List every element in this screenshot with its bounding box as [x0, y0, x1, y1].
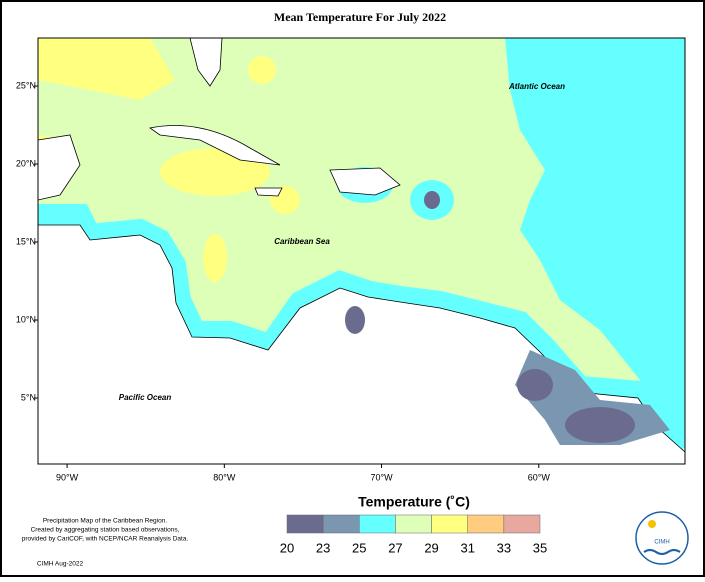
legend-tick-label: 25 — [352, 540, 366, 555]
legend-swatch — [322, 514, 360, 534]
warm-atlantic — [555, 237, 665, 293]
hot-patch — [38, 38, 175, 100]
logo — [635, 511, 689, 565]
legend-swatch — [395, 514, 432, 534]
x-tick-label: 90°W — [56, 472, 79, 482]
footer-credit: CIMH Aug-2022 — [37, 561, 84, 568]
legend-tick-label: 33 — [497, 540, 511, 555]
x-tick-label: 80°W — [213, 472, 236, 482]
ocean-label: Atlantic Ocean — [508, 82, 565, 91]
cold-patch — [565, 407, 635, 443]
land — [38, 134, 81, 201]
x-tick-label: 70°W — [370, 472, 393, 482]
legend-swatch — [503, 514, 541, 534]
hot-patch — [203, 234, 227, 282]
logo-text: CIMH — [654, 540, 669, 546]
legend-swatch — [359, 514, 396, 534]
legend-swatch — [286, 514, 324, 534]
legend-tick-label: 31 — [460, 540, 474, 555]
land — [149, 125, 281, 166]
cold-patch — [517, 369, 553, 401]
legend-tick-label: 29 — [424, 540, 438, 555]
map-title: Mean Temperature For July 2022 — [274, 10, 446, 24]
logo-sun — [648, 520, 656, 528]
hot-patch — [248, 56, 276, 84]
legend-swatch — [467, 514, 505, 534]
footer: Precipitation Map of the Caribbean Regio… — [22, 518, 189, 568]
map-area — [38, 38, 685, 464]
x-tick-label: 60°W — [528, 472, 551, 482]
legend-tick-label: 27 — [388, 540, 402, 555]
y-tick-label: 10°N — [16, 314, 36, 324]
footer-line: Precipitation Map of the Caribbean Regio… — [43, 518, 167, 525]
land — [329, 167, 401, 196]
y-tick-label: 20°N — [16, 158, 36, 168]
cold-patch — [345, 306, 365, 334]
footer-line: Created by aggregating station based obs… — [31, 527, 180, 534]
cold-patch — [424, 191, 440, 209]
legend-tick-label: 35 — [533, 540, 547, 555]
legend-tick-label: 20 — [280, 540, 294, 555]
map-frame — [37, 37, 686, 465]
ocean-label: Pacific Ocean — [119, 393, 172, 402]
logo-wave — [643, 549, 681, 555]
legend-swatch — [431, 514, 468, 534]
legend-tick-label: 23 — [316, 540, 330, 555]
land — [189, 38, 223, 87]
sea-label: Caribbean Sea — [274, 237, 330, 246]
land — [254, 187, 283, 197]
y-tick-label: 5°N — [21, 392, 36, 402]
y-tick-label: 15°N — [16, 236, 36, 246]
y-tick-label: 25°N — [16, 80, 36, 90]
legend-title: Temperature (˚C) — [358, 494, 470, 510]
footer-line: provided by CariCOF, with NCEP/NCAR Rean… — [22, 536, 189, 543]
